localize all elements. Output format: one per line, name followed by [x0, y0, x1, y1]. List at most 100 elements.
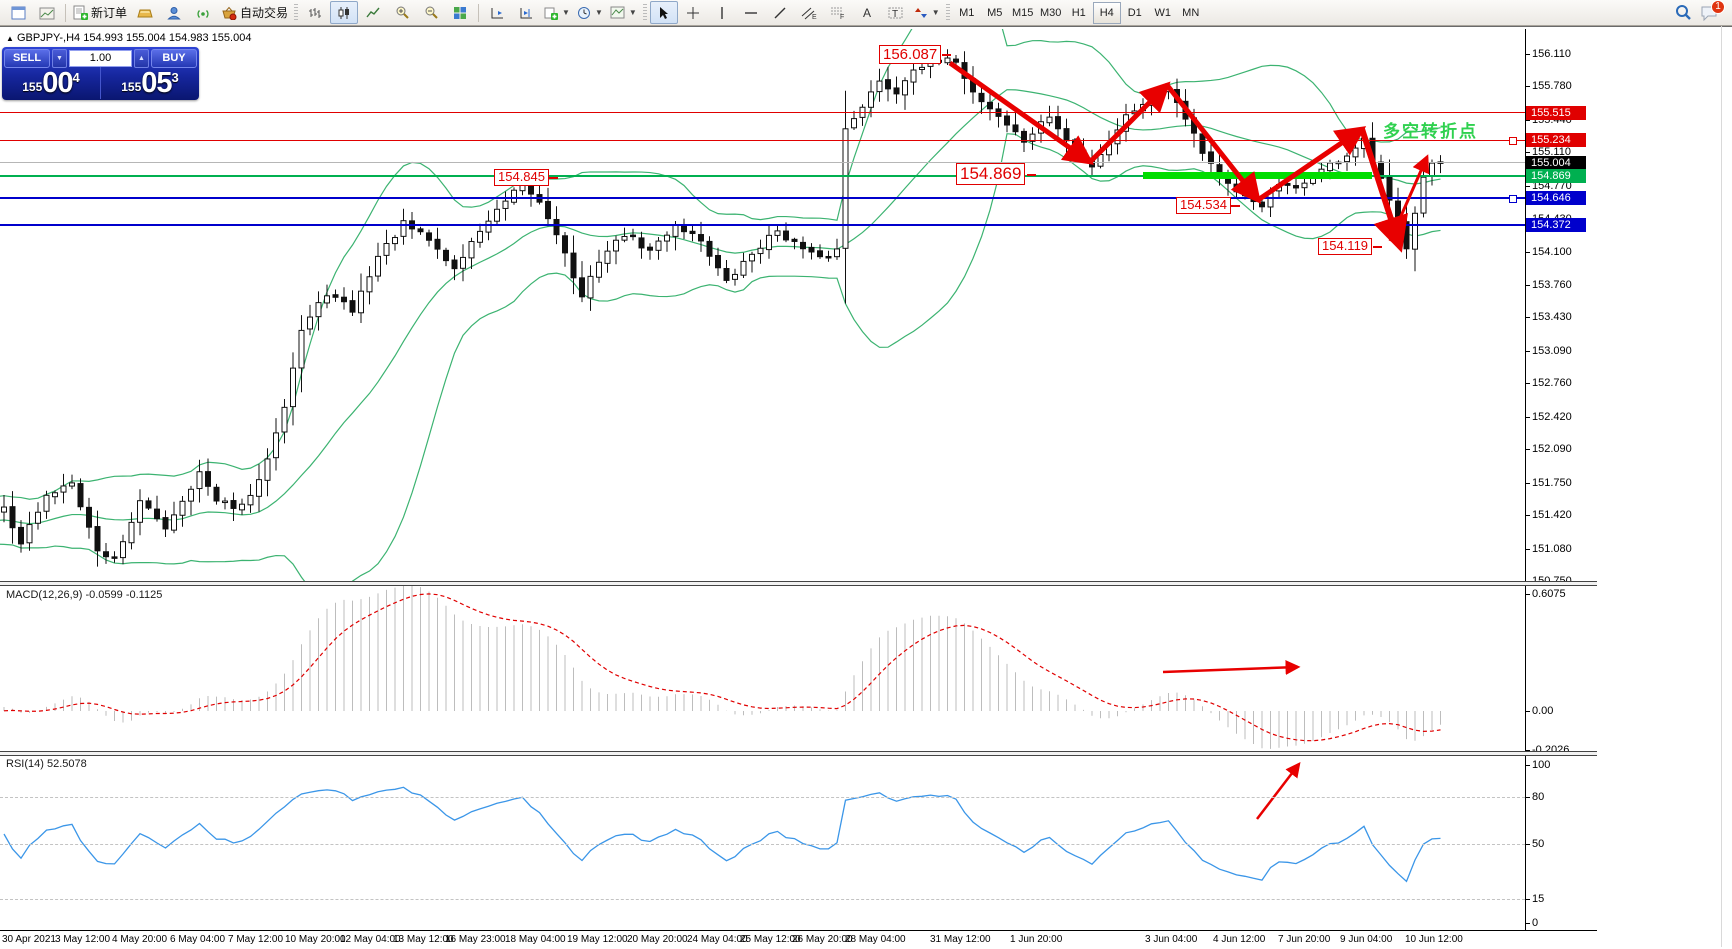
time-axis[interactable]: 30 Apr 2021 3 May 12:00 4 May 20:00 6 May 0… [0, 931, 1597, 949]
volume-increase-button[interactable]: ▲ [134, 48, 149, 68]
timeframe-M5[interactable]: M5 [987, 6, 1003, 19]
sell-button[interactable]: SELL [4, 48, 50, 68]
text-label-tool-button[interactable]: T [882, 1, 910, 24]
line-handle[interactable] [1509, 195, 1517, 203]
line-handle[interactable] [1509, 137, 1517, 145]
crosshair-tool-button[interactable] [679, 1, 707, 24]
rsi-pane[interactable] [0, 754, 1525, 930]
signals-button[interactable] [189, 1, 217, 24]
highlight-band[interactable] [1143, 172, 1372, 179]
candlestick-chart-button[interactable] [330, 1, 359, 24]
rsi-tick: 100 [1525, 759, 1551, 771]
price-tick: 155.780 [1526, 80, 1572, 92]
timeframe-M30[interactable]: M30 [1040, 6, 1062, 19]
tile-windows-icon [454, 6, 467, 19]
window-edge [1721, 26, 1722, 947]
level-line-154.869[interactable] [0, 175, 1525, 177]
notifications-button[interactable]: 1 [1700, 0, 1725, 21]
time-axis-label: 6 May 04:00 [170, 934, 226, 945]
line-chart-button[interactable] [359, 1, 387, 24]
zoom-out-button[interactable] [417, 1, 445, 24]
volume-input[interactable]: 1.00 [69, 49, 132, 67]
timeframe-M1[interactable]: M1 [959, 6, 975, 19]
price-flag-154.869[interactable]: 154.869 [956, 163, 1026, 185]
time-axis-label: 13 May 12:00 [393, 934, 454, 945]
horizontal-line-tool-button[interactable] [737, 1, 765, 24]
timeframe-H1[interactable]: H1 [1071, 6, 1086, 19]
macd-pane[interactable] [0, 584, 1525, 751]
time-axis-label: 30 Apr 2021 [2, 934, 56, 945]
timeframe-W1[interactable]: W1 [1154, 6, 1171, 19]
fibonacci-icon: F [830, 7, 844, 20]
new-chart-window-button[interactable] [4, 1, 32, 24]
vertical-line-tool-button[interactable] [708, 1, 736, 24]
fibonacci-tool-button[interactable]: F [824, 1, 852, 24]
svg-text:T: T [892, 9, 898, 20]
auto-scroll-button[interactable] [483, 1, 511, 24]
channel-tool-button[interactable]: E [795, 1, 823, 24]
level-line-155.004[interactable] [0, 162, 1525, 163]
arrows-icon [914, 7, 927, 18]
chart-shift-button[interactable] [512, 1, 540, 24]
time-axis-label: 4 May 20:00 [112, 934, 168, 945]
auto-trading-button[interactable]: 自动交易 [218, 1, 291, 24]
timeframe-D1[interactable]: D1 [1127, 6, 1142, 19]
level-line-154.646[interactable] [0, 197, 1525, 199]
sell-price[interactable]: 155 00 4 [2, 67, 101, 99]
candlestick-icon [338, 6, 350, 19]
price-flag-154.845[interactable]: 154.845 [494, 169, 549, 186]
bar-chart-button[interactable] [301, 1, 329, 24]
strategy-tester-button[interactable] [33, 1, 61, 24]
price-flag-154.119[interactable]: 154.119 [1318, 238, 1373, 255]
arrows-tool-button[interactable]: ▼ [911, 1, 943, 24]
text-annotation[interactable]: 多空转折点 [1383, 122, 1478, 141]
buy-price[interactable]: 155 05 3 [101, 67, 199, 99]
add-indicator-icon [544, 7, 559, 20]
pane-separator[interactable] [0, 581, 1597, 586]
zoom-out-icon [425, 6, 438, 19]
line-chart-icon [366, 7, 380, 17]
community-button[interactable] [160, 1, 188, 24]
price-tick: 151.080 [1526, 543, 1572, 555]
price-tick: 152.090 [1526, 443, 1572, 455]
trendline-tool-button[interactable] [766, 1, 794, 24]
flag-connector [1027, 173, 1037, 176]
time-axis-label: 26 May 20:00 [792, 934, 853, 945]
timeframe-M15[interactable]: M15 [1012, 6, 1034, 19]
add-indicator-button[interactable]: ▼ [541, 1, 573, 24]
text-label-icon: T [888, 7, 903, 20]
window-icon [11, 6, 25, 19]
zoom-in-button[interactable] [388, 1, 416, 24]
price-flag-156.087[interactable]: 156.087 [879, 45, 942, 65]
svg-text:F: F [840, 14, 844, 20]
person-icon [166, 6, 181, 19]
template-button[interactable]: ▼ [607, 1, 640, 24]
macd-chart [3, 584, 1441, 749]
level-line-155.234[interactable] [0, 140, 1525, 141]
volume-decrease-button[interactable]: ▼ [52, 48, 67, 68]
level-line-155.515[interactable] [0, 112, 1525, 113]
price-axis[interactable]: 156.110155.780155.440155.110154.770154.4… [1525, 29, 1597, 930]
cursor-tool-button[interactable] [649, 1, 678, 24]
text-tool-button[interactable]: A [853, 1, 881, 24]
depth-of-market-button[interactable] [131, 1, 159, 24]
timeframe-bar: M1 M5 M15 M30 H1 H4 D1 W1 MN [953, 1, 1205, 24]
search-icon[interactable] [1675, 4, 1692, 21]
template-icon [610, 6, 625, 19]
pane-separator[interactable] [0, 751, 1597, 756]
period-button[interactable]: ▼ [574, 1, 606, 24]
new-order-button[interactable]: 新订单 [70, 1, 130, 24]
rsi-level-80 [0, 797, 1525, 798]
chart-window: ▲ GBPJPY-,H4 154.993 155.004 154.983 155… [0, 26, 1732, 949]
flag-connector [1372, 246, 1382, 249]
crosshair-icon [686, 6, 699, 19]
buy-button[interactable]: BUY [151, 48, 197, 68]
level-line-154.372[interactable] [0, 224, 1525, 226]
timeframe-H4[interactable]: H4 [1092, 1, 1121, 24]
price-tick: 151.420 [1526, 509, 1572, 521]
zoom-in-icon [396, 6, 409, 19]
price-flag-154.534[interactable]: 154.534 [1176, 197, 1231, 214]
buy-price-big: 05 [141, 67, 172, 99]
tile-windows-button[interactable] [446, 1, 474, 24]
timeframe-MN[interactable]: MN [1182, 6, 1200, 19]
